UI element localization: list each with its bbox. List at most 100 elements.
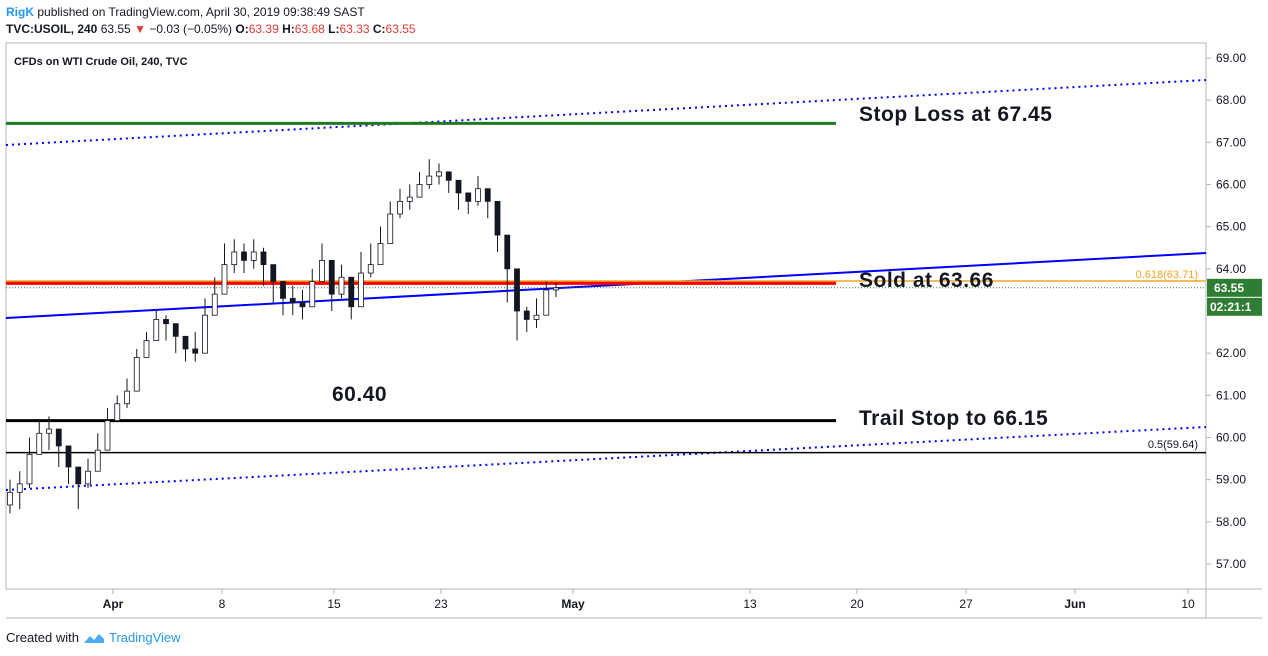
upper-channel-line[interactable] <box>5 79 1207 146</box>
candle-up[interactable] <box>231 251 238 266</box>
candle-up[interactable] <box>36 432 43 455</box>
candle-down[interactable] <box>445 171 452 181</box>
time-tick-label: 10 <box>1181 597 1195 611</box>
price-tick-label: 69.00 <box>1216 51 1246 65</box>
candle-up[interactable] <box>114 403 121 422</box>
candle-down[interactable] <box>348 276 355 308</box>
candle-down[interactable] <box>182 335 189 350</box>
candle-up[interactable] <box>221 264 228 295</box>
candle-up[interactable] <box>553 287 559 291</box>
candle-down[interactable] <box>504 234 511 270</box>
candle-up[interactable] <box>367 264 374 274</box>
candle-up[interactable] <box>406 196 413 202</box>
candle-up[interactable] <box>250 251 257 261</box>
candle-down[interactable] <box>260 251 267 266</box>
publish-info: published on TradingView.com, April 30, … <box>37 5 365 19</box>
candle-up[interactable] <box>153 319 160 341</box>
candle-down[interactable] <box>75 466 82 485</box>
trend-line[interactable] <box>5 252 1207 319</box>
candle-down[interactable] <box>484 188 491 202</box>
candle-up[interactable] <box>543 289 550 316</box>
author-name[interactable]: RigK <box>6 5 34 19</box>
candle-up[interactable] <box>94 449 101 472</box>
candle-up[interactable] <box>133 356 140 392</box>
candle-up[interactable] <box>7 491 13 506</box>
price-axis[interactable]: 57.0058.0059.0060.0061.0062.0063.0064.00… <box>1206 51 1246 571</box>
candle-down[interactable] <box>270 264 277 282</box>
publish-line: RigK published on TradingView.com, April… <box>6 4 365 20</box>
time-tick-label: 8 <box>219 597 226 611</box>
candle-down[interactable] <box>455 179 462 194</box>
low-value: 63.33 <box>339 22 370 36</box>
candle-down[interactable] <box>163 319 169 325</box>
candle-up[interactable] <box>309 281 316 308</box>
time-tick-label: 20 <box>850 597 864 611</box>
trail-stop-annotation[interactable]: Trail Stop to 66.15 <box>859 407 1048 430</box>
price-tick-label: 60.00 <box>1216 431 1246 445</box>
candle-up[interactable] <box>46 428 52 434</box>
candle-up[interactable] <box>436 171 442 177</box>
time-axis[interactable]: Apr 8 15 23 May 13 20 27 Jun 10 <box>103 589 1195 611</box>
fib-618-label: 0.618(63.71) <box>1136 269 1198 281</box>
candle-up[interactable] <box>426 175 433 185</box>
candle-up[interactable] <box>85 470 91 485</box>
candle-down[interactable] <box>494 200 501 236</box>
candle-up[interactable] <box>387 213 394 244</box>
last-price-tag-text: 63.55 <box>1214 281 1244 295</box>
candle-down[interactable] <box>465 192 472 202</box>
candle-down[interactable] <box>299 302 306 308</box>
fib-05-label: 0.5(59.64) <box>1148 439 1198 451</box>
candle-down[interactable] <box>192 348 199 354</box>
sold-annotation[interactable]: Sold at 63.66 <box>859 269 994 292</box>
candle-down[interactable] <box>514 268 520 312</box>
price-tick-label: 57.00 <box>1216 557 1246 571</box>
footer: Created with TradingView <box>6 629 181 647</box>
candle-up[interactable] <box>26 453 33 485</box>
chart-title: CFDs on WTI Crude Oil, 240, TVC <box>14 56 188 68</box>
candle-up[interactable] <box>211 293 218 316</box>
tradingview-brand[interactable]: TradingView <box>108 630 181 645</box>
price-tick-label: 62.00 <box>1216 346 1246 360</box>
candle-down[interactable] <box>289 297 296 303</box>
time-tick-label: 23 <box>434 597 448 611</box>
candle-down[interactable] <box>280 281 286 299</box>
candle-up[interactable] <box>416 184 423 198</box>
candle-up[interactable] <box>104 420 111 451</box>
candle-up[interactable] <box>397 200 403 215</box>
created-with-label: Created with <box>6 630 79 645</box>
low-label: L: <box>328 22 340 36</box>
candle-down[interactable] <box>172 323 179 337</box>
candle-up[interactable] <box>319 259 325 282</box>
candle-down[interactable] <box>65 445 72 468</box>
symbol-line: TVC:USOIL, 240 63.55 ▼ −0.03 (−0.05%) O:… <box>6 21 416 37</box>
level-annotation[interactable]: 60.40 <box>332 383 387 406</box>
tradingview-logo-icon <box>83 634 104 643</box>
candle-up[interactable] <box>16 483 23 493</box>
candle-up[interactable] <box>377 243 384 266</box>
candle-up[interactable] <box>124 390 130 405</box>
time-tick-label: 13 <box>743 597 757 611</box>
candle-up[interactable] <box>202 314 208 354</box>
candle-up[interactable] <box>143 340 150 358</box>
stop-loss-annotation[interactable]: Stop Loss at 67.45 <box>859 103 1052 126</box>
candle-up[interactable] <box>533 314 540 320</box>
price-tick-label: 66.00 <box>1216 178 1246 192</box>
candles[interactable] <box>7 159 559 514</box>
candle-down[interactable] <box>55 428 62 447</box>
close-label: C: <box>372 22 386 36</box>
time-tick-label: 15 <box>327 597 341 611</box>
candle-up[interactable] <box>338 276 345 295</box>
price-tick-label: 68.00 <box>1216 93 1246 107</box>
open-value: 63.39 <box>248 22 279 36</box>
candle-up[interactable] <box>475 188 481 202</box>
candle-down[interactable] <box>241 251 247 261</box>
candle-down[interactable] <box>328 259 335 295</box>
price-tick-label: 61.00 <box>1216 388 1246 402</box>
lower-channel-line[interactable] <box>5 426 1207 491</box>
price-tick-label: 64.00 <box>1216 262 1246 276</box>
countdown-tag <box>1207 297 1262 316</box>
time-tick-label: Jun <box>1064 597 1085 611</box>
candle-up[interactable] <box>358 272 364 308</box>
candle-down[interactable] <box>523 310 530 320</box>
